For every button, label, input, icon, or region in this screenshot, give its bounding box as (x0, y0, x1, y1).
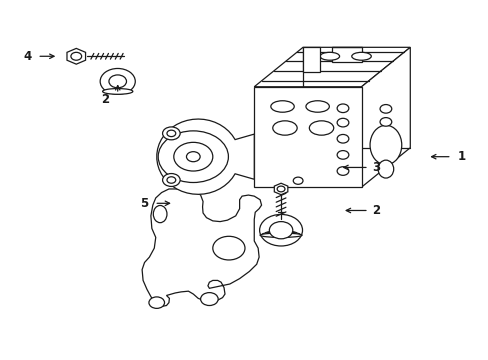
Circle shape (162, 127, 180, 140)
Circle shape (336, 150, 348, 159)
Circle shape (277, 186, 285, 192)
Ellipse shape (153, 206, 166, 223)
Circle shape (100, 68, 135, 94)
Ellipse shape (351, 52, 370, 60)
Polygon shape (361, 47, 409, 187)
Polygon shape (254, 47, 409, 87)
Circle shape (212, 236, 244, 260)
Circle shape (269, 222, 292, 239)
Circle shape (162, 174, 180, 186)
Polygon shape (254, 87, 361, 187)
Ellipse shape (265, 231, 296, 235)
Ellipse shape (262, 232, 299, 236)
Circle shape (166, 177, 175, 183)
Circle shape (109, 75, 126, 88)
Circle shape (336, 167, 348, 175)
Polygon shape (142, 189, 261, 306)
Circle shape (166, 130, 175, 136)
Text: 4: 4 (23, 50, 32, 63)
Text: 2: 2 (371, 204, 380, 217)
Circle shape (336, 104, 348, 113)
Ellipse shape (320, 52, 339, 60)
Polygon shape (303, 47, 320, 72)
Circle shape (71, 52, 81, 60)
Ellipse shape (369, 125, 401, 165)
Ellipse shape (377, 160, 393, 178)
Circle shape (336, 134, 348, 143)
Circle shape (259, 215, 302, 246)
Circle shape (379, 104, 391, 113)
Ellipse shape (102, 89, 133, 94)
Text: 3: 3 (371, 161, 380, 174)
Circle shape (379, 118, 391, 126)
Polygon shape (157, 119, 254, 194)
Polygon shape (331, 47, 361, 62)
Circle shape (158, 131, 228, 183)
Text: 5: 5 (140, 197, 148, 210)
Circle shape (149, 297, 164, 309)
Polygon shape (67, 48, 85, 64)
Circle shape (186, 152, 200, 162)
Ellipse shape (260, 233, 302, 237)
Polygon shape (274, 183, 287, 195)
Ellipse shape (272, 121, 297, 135)
Text: 1: 1 (456, 150, 465, 163)
Circle shape (200, 293, 218, 306)
Circle shape (293, 177, 303, 184)
Ellipse shape (305, 101, 329, 112)
Ellipse shape (309, 121, 333, 135)
Circle shape (336, 118, 348, 127)
Circle shape (173, 142, 212, 171)
Text: 2: 2 (102, 93, 109, 106)
Ellipse shape (270, 101, 294, 112)
